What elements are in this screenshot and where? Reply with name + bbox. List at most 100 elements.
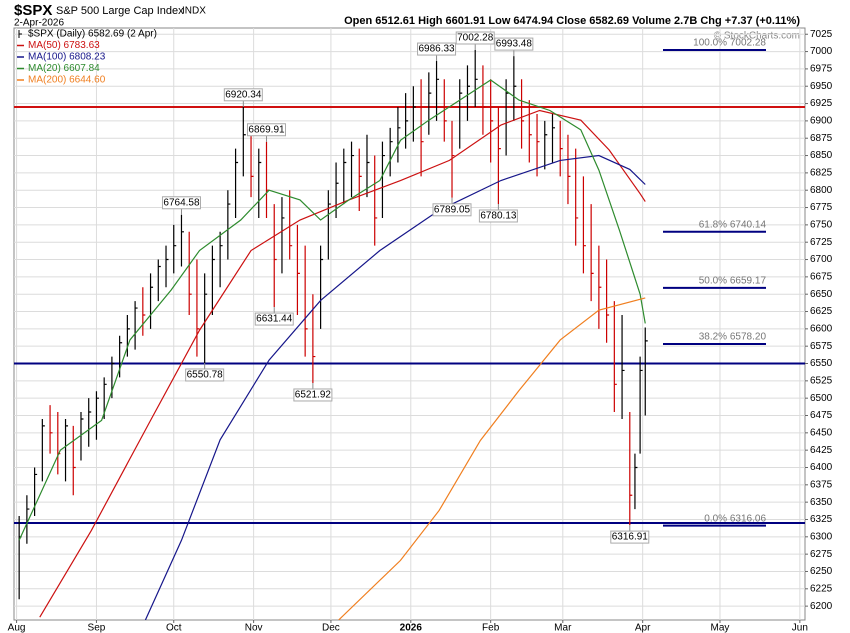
- annotation-label: 6869.91: [248, 124, 285, 135]
- moving-average: [144, 154, 646, 620]
- price-bar: [513, 56, 517, 121]
- price-bar: [544, 120, 548, 170]
- price-bar: [95, 391, 99, 440]
- annotation-box: [223, 88, 263, 102]
- price-bar: [149, 273, 154, 329]
- y-tick-label: 6875: [810, 133, 833, 144]
- annotation-box: [247, 123, 287, 137]
- price-bar: [157, 259, 161, 302]
- x-tick-label: Sep: [88, 623, 106, 633]
- date: 2-Apr-2026: [14, 18, 64, 29]
- y-tick-label: 7000: [810, 46, 833, 57]
- annotation-box: [432, 203, 472, 217]
- price-bar: [621, 314, 625, 419]
- price-bar: [188, 231, 192, 315]
- price-bar: [273, 204, 277, 308]
- y-tick-label: 6475: [810, 410, 833, 421]
- y-tick-label: 6200: [810, 601, 833, 612]
- price-bar: [142, 287, 146, 336]
- annotation-label: 7002.28: [457, 33, 494, 44]
- y-tick-label: 6575: [810, 341, 833, 352]
- price-bar: [250, 134, 254, 198]
- legend-label: MA(20) 6607.84: [28, 63, 100, 74]
- quote: Open 6512.61 High 6601.91 Low 6474.94 Cl…: [344, 15, 800, 27]
- price-bar: [327, 190, 331, 260]
- price-bar: [582, 176, 586, 274]
- annotation-box: [254, 312, 294, 326]
- price-bar: [389, 127, 393, 177]
- x-tick-label: Feb: [482, 623, 500, 633]
- moving-average: [39, 109, 646, 618]
- x-tick-label: Mar: [554, 623, 572, 633]
- fib-label: 50.0% 6659.17: [699, 275, 767, 286]
- annotation-box: [161, 196, 201, 210]
- y-tick-label: 6775: [810, 202, 833, 213]
- watermark: © StockCharts.com: [714, 31, 800, 42]
- price-bar: [41, 418, 45, 482]
- price-bar: [567, 134, 571, 205]
- price-bar: [234, 148, 239, 218]
- price-bar: [381, 141, 385, 218]
- y-tick-label: 6250: [810, 566, 833, 577]
- x-tick-label: 2026: [400, 623, 423, 633]
- y-tick-label: 6425: [810, 445, 833, 456]
- price-bar: [598, 245, 602, 329]
- annotation-label: 6550.78: [187, 370, 224, 381]
- price-bar: [366, 134, 370, 198]
- fib-label: 0.0% 6316.06: [704, 513, 766, 524]
- x-tick-label: May: [711, 623, 730, 633]
- price-bar: [227, 190, 231, 260]
- annotation-box: [478, 209, 518, 223]
- annotation-box: [293, 388, 333, 402]
- price-bar: [536, 113, 540, 177]
- price-bar: [173, 224, 177, 274]
- y-tick-label: 6950: [810, 81, 833, 92]
- price-bar: [289, 190, 293, 260]
- price-bar: [629, 412, 633, 526]
- y-tick-label: 6450: [810, 427, 833, 438]
- price-bar: [428, 72, 432, 135]
- annotation-label: 6986.33: [418, 44, 455, 55]
- y-tick-label: 6600: [810, 323, 833, 334]
- y-tick-label: 6525: [810, 375, 833, 386]
- y-tick-label: 6325: [810, 514, 833, 525]
- plot-area: [13, 27, 806, 621]
- fib-label: 61.8% 6740.14: [699, 219, 767, 230]
- y-tick-label: 6350: [810, 497, 833, 508]
- price-bar: [590, 204, 594, 302]
- y-tick-label: 6225: [810, 583, 833, 594]
- y-tick-label: 6750: [810, 220, 833, 231]
- price-bar: [304, 245, 308, 357]
- price-bar: [482, 65, 486, 135]
- price-bar: [242, 106, 246, 177]
- price-bar: [219, 231, 223, 288]
- chart-title: S&P 500 Large Cap Index: [56, 5, 184, 17]
- y-tick-label: 6500: [810, 393, 833, 404]
- moving-average: [18, 79, 646, 541]
- annotation-label: 6993.48: [496, 39, 533, 50]
- price-bar: [466, 65, 470, 121]
- legend-marker: [18, 30, 22, 38]
- y-tick-label: 6800: [810, 185, 833, 196]
- price-bar: [64, 418, 69, 482]
- price-bar: [435, 61, 440, 121]
- annotation-label: 6920.34: [225, 89, 262, 100]
- price-bar: [165, 245, 169, 288]
- annotation-box: [185, 368, 225, 382]
- price-bar: [343, 148, 347, 205]
- x-tick-label: Aug: [8, 623, 26, 633]
- annotation-label: 6316.91: [612, 532, 649, 543]
- legend-label: MA(50) 6783.63: [28, 40, 100, 51]
- price-bar: [634, 453, 638, 510]
- price-bar: [551, 113, 555, 163]
- y-tick-label: 7025: [810, 29, 833, 40]
- price-bar: [575, 148, 579, 246]
- x-tick-label: Dec: [322, 623, 340, 633]
- price-bar: [196, 259, 200, 357]
- price-bar: [412, 86, 416, 142]
- y-tick-label: 6975: [810, 64, 833, 75]
- price-bar: [405, 93, 409, 149]
- price-bar: [180, 214, 184, 267]
- annotation-label: 6521.92: [295, 390, 332, 401]
- price-bar: [126, 314, 130, 357]
